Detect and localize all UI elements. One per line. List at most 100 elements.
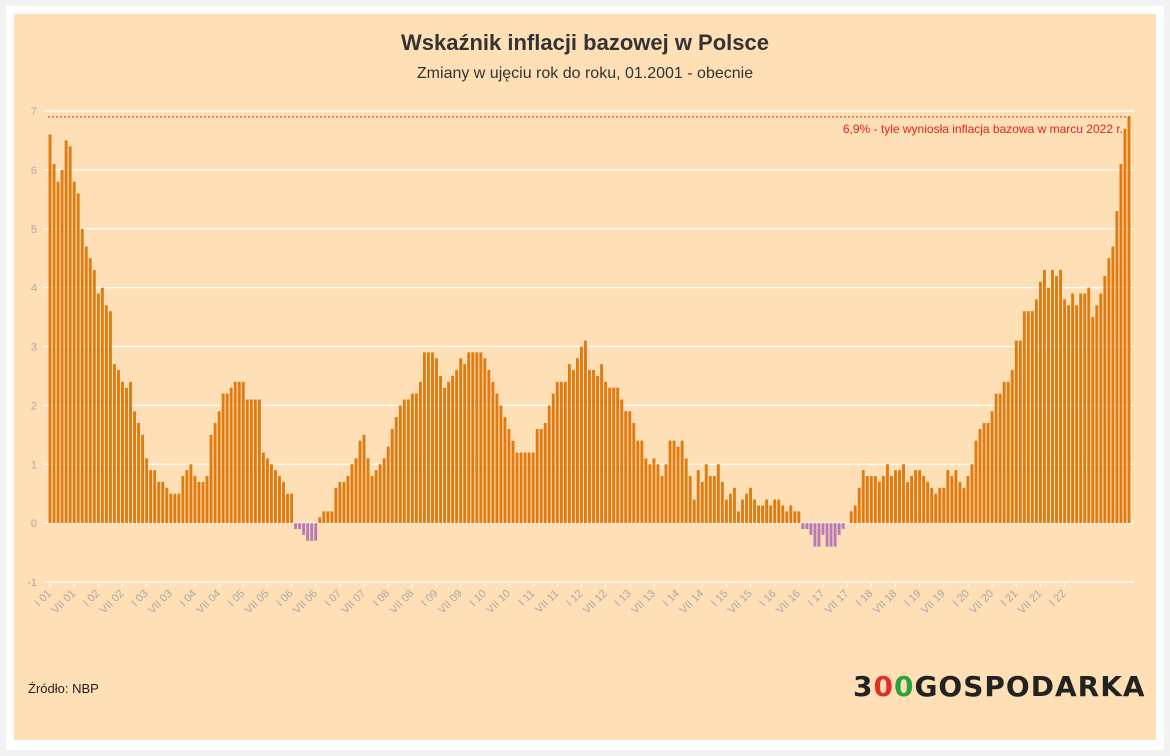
bar	[261, 452, 265, 524]
bar	[185, 470, 189, 524]
bar	[52, 163, 56, 524]
bar	[853, 505, 857, 524]
bar	[914, 470, 918, 524]
bar	[837, 523, 841, 535]
bar	[1063, 299, 1067, 524]
bar	[805, 523, 809, 530]
x-tick-label: VII 01	[49, 588, 78, 617]
bar	[571, 370, 575, 524]
bar	[664, 464, 668, 524]
bar	[737, 511, 740, 524]
bar	[1059, 269, 1062, 524]
bar	[563, 381, 567, 524]
bar	[829, 523, 833, 547]
bar	[906, 481, 910, 524]
x-tick-label: VII 04	[194, 588, 223, 617]
bar	[652, 458, 656, 524]
y-tick-label: 6	[31, 165, 37, 177]
bar	[857, 487, 861, 524]
bar	[88, 258, 92, 524]
bar	[479, 352, 483, 524]
y-axis: -1 0 1 2 3 4 5 6 7	[27, 106, 37, 589]
x-tick-label: VII 15	[726, 588, 755, 617]
bar	[1079, 293, 1083, 524]
bar	[773, 499, 777, 524]
bar	[265, 458, 269, 524]
bar	[217, 411, 221, 524]
bar	[499, 405, 503, 524]
bar	[350, 464, 354, 524]
bar	[1075, 305, 1079, 524]
bar	[974, 440, 978, 524]
bar	[398, 405, 402, 524]
bar	[519, 452, 523, 524]
bar	[310, 523, 314, 541]
bar	[76, 193, 80, 524]
brand-logo: 300GOSPODARKA	[853, 670, 1146, 703]
bar	[1002, 381, 1006, 524]
bar	[1047, 287, 1050, 524]
bar	[366, 458, 370, 524]
bar	[161, 481, 165, 524]
bar	[463, 364, 467, 524]
bar	[684, 458, 688, 524]
bar	[362, 434, 366, 524]
bar	[930, 487, 934, 524]
bar	[1067, 305, 1071, 524]
reference-line-label: 6,9% - tyle wyniosła inflacja bazowa w m…	[843, 122, 1123, 136]
bar	[1099, 293, 1103, 524]
bar	[245, 399, 249, 524]
bar	[80, 228, 84, 524]
x-tick-label: VII 10	[484, 588, 513, 617]
bar	[910, 476, 914, 524]
bar	[431, 352, 434, 524]
bar	[382, 458, 386, 524]
x-tick-label: VII 14	[678, 588, 707, 617]
bar	[998, 393, 1002, 524]
bar	[503, 417, 507, 524]
bar	[753, 499, 757, 524]
x-tick-label: VII 05	[243, 588, 272, 617]
bar	[241, 381, 245, 524]
bar	[282, 481, 285, 524]
bar	[636, 440, 640, 524]
bar	[330, 511, 334, 524]
bar	[422, 352, 426, 524]
bar	[926, 481, 930, 524]
bar	[439, 375, 442, 524]
bar	[56, 181, 60, 524]
bar	[141, 434, 145, 524]
bar	[459, 358, 463, 524]
bar	[467, 352, 471, 524]
bar	[104, 305, 108, 524]
bar	[213, 423, 217, 524]
bar	[712, 476, 716, 524]
source-note: Źródło: NBP	[28, 681, 99, 696]
y-tick-label: 2	[31, 400, 37, 412]
bar	[418, 381, 422, 524]
bar	[68, 146, 72, 524]
bar	[370, 476, 374, 524]
bar	[84, 246, 88, 524]
bar	[406, 399, 410, 524]
x-tick-label: I 22	[1047, 588, 1068, 609]
bar	[1010, 370, 1014, 524]
bar	[612, 387, 616, 524]
bar	[600, 364, 604, 524]
bar	[1103, 275, 1107, 524]
bar	[708, 476, 712, 524]
bar	[732, 487, 736, 524]
y-tick-label: 3	[31, 342, 37, 354]
bar	[584, 340, 587, 524]
logo-text-o-green: 0	[893, 670, 915, 703]
bar	[873, 476, 877, 524]
bar	[1051, 269, 1054, 524]
bar	[205, 476, 209, 524]
bars	[48, 116, 1131, 547]
bar	[825, 523, 829, 547]
bar	[902, 464, 905, 524]
bar	[966, 476, 970, 524]
bar	[539, 428, 543, 524]
bar	[958, 481, 962, 524]
bar	[543, 423, 547, 524]
